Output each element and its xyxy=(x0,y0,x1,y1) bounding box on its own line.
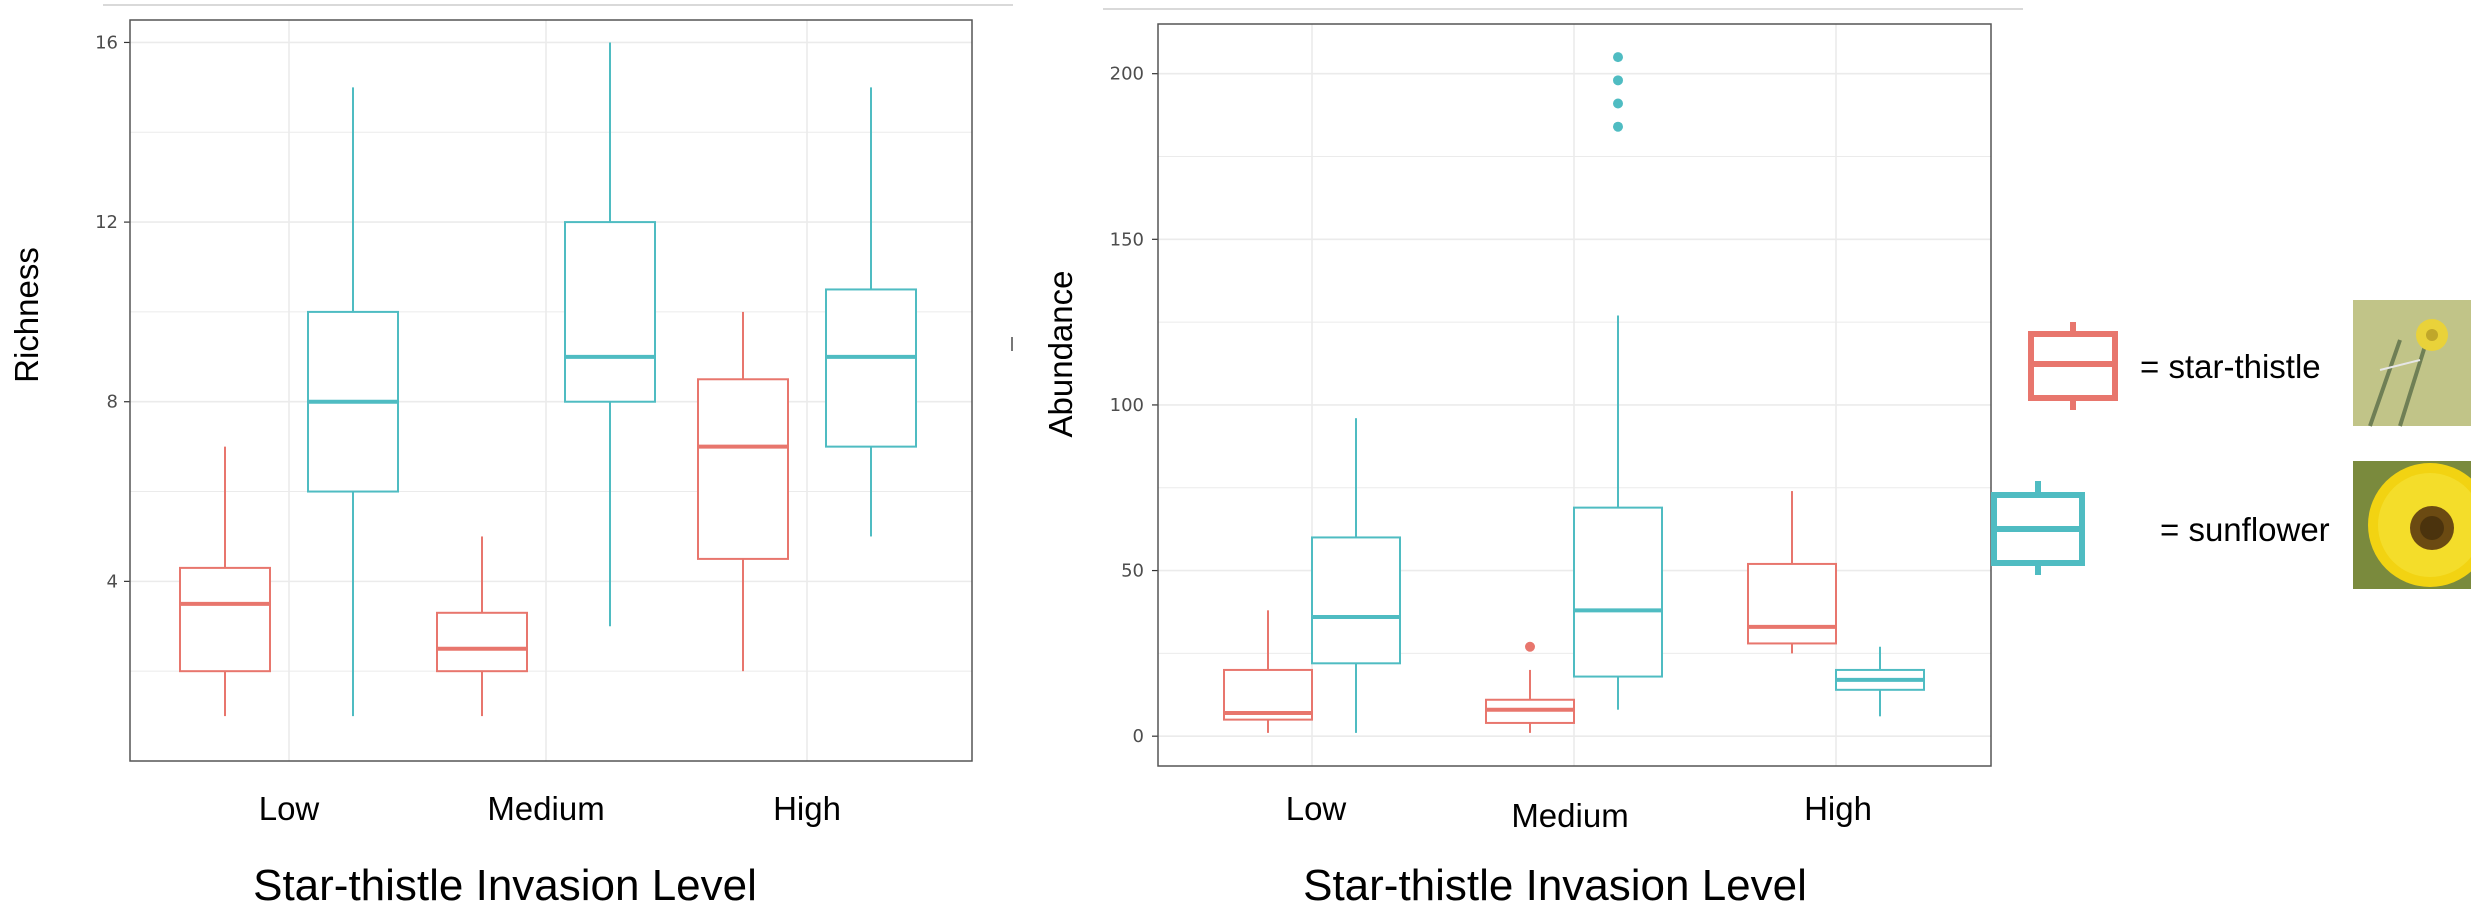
box-iqr xyxy=(436,611,528,673)
outlier-point xyxy=(1613,52,1623,63)
y-axis-title: Abundance xyxy=(1042,271,1079,438)
boxplot-sunflower-high xyxy=(825,87,917,537)
y-tick-label: 16 xyxy=(95,32,118,53)
box-iqr xyxy=(179,566,271,673)
boxplot-sunflower-high xyxy=(1835,646,1925,717)
sunflower-photo xyxy=(2353,461,2471,589)
legend: = star-thistle = sunflower xyxy=(1991,300,2471,589)
boxplot-sunflower-medium xyxy=(1573,52,1663,710)
y-tick-label: 50 xyxy=(1121,561,1144,582)
y-tick-label: 200 xyxy=(1110,64,1144,85)
star-thistle-photo xyxy=(2353,300,2471,427)
plot-border xyxy=(129,19,973,762)
y-tick-label: 8 xyxy=(107,392,118,413)
box-iqr xyxy=(564,221,656,403)
legend-label-sunflower: = sunflower xyxy=(2160,511,2330,548)
boxplot-star-thistle-high xyxy=(697,311,789,672)
boxplot-star-thistle-medium xyxy=(436,536,528,717)
y-tick-label: 4 xyxy=(107,571,118,592)
y-tick-label: 150 xyxy=(1110,229,1144,250)
x-axis-title: Star-thistle Invasion Level xyxy=(1303,861,1807,910)
boxplot-star-thistle-low xyxy=(1223,610,1313,733)
box-iqr xyxy=(1747,562,1837,645)
box-iqr xyxy=(697,378,789,560)
boxplot-star-thistle-low xyxy=(179,446,271,717)
y-tick-labels: 4 8 12 16 xyxy=(95,32,130,592)
outlier-point xyxy=(1613,121,1623,132)
y-tick-labels: 0 50 100 150 200 xyxy=(1110,64,1158,747)
boxplot-star-thistle-medium xyxy=(1485,641,1575,733)
y-axis-title: Richness xyxy=(8,247,45,383)
box-iqr xyxy=(825,288,917,448)
boxplots xyxy=(1223,52,1925,733)
x-tick-label-low: Low xyxy=(259,790,320,827)
x-tick-label-low: Low xyxy=(1286,790,1347,827)
outlier-point xyxy=(1613,75,1623,86)
y-tick-label: 100 xyxy=(1110,395,1144,416)
abundance-panel: 0 50 100 150 200 Low Medium High Star-thistl… xyxy=(1042,23,1992,910)
x-tick-label-high: High xyxy=(1804,790,1872,827)
y-tick-label: 12 xyxy=(95,212,118,233)
box-iqr xyxy=(1311,536,1401,665)
y-tick-label: 0 xyxy=(1133,726,1144,747)
boxplot-star-thistle-high xyxy=(1747,491,1837,654)
boxplot-sunflower-medium xyxy=(564,42,656,627)
legend-label-star-thistle: = star-thistle xyxy=(2140,348,2321,385)
outlier-point xyxy=(1525,641,1535,652)
x-tick-label-medium: Medium xyxy=(1511,797,1628,834)
boxplots xyxy=(179,42,917,717)
x-tick-label-medium: Medium xyxy=(487,790,604,827)
richness-panel: 4 8 12 16 Low Medium High Star-thistle Inva… xyxy=(8,19,973,910)
x-axis-title: Star-thistle Invasion Level xyxy=(253,861,757,910)
boxplot-sunflower-low xyxy=(1311,418,1401,733)
box-iqr xyxy=(1573,506,1663,678)
legend-key-star-thistle xyxy=(2028,322,2118,410)
plot-border xyxy=(1157,23,1992,767)
boxplot-sunflower-low xyxy=(307,87,399,717)
outlier-point xyxy=(1613,98,1623,109)
legend-key-sunflower xyxy=(1991,481,2085,575)
x-tick-label-high: High xyxy=(773,790,841,827)
